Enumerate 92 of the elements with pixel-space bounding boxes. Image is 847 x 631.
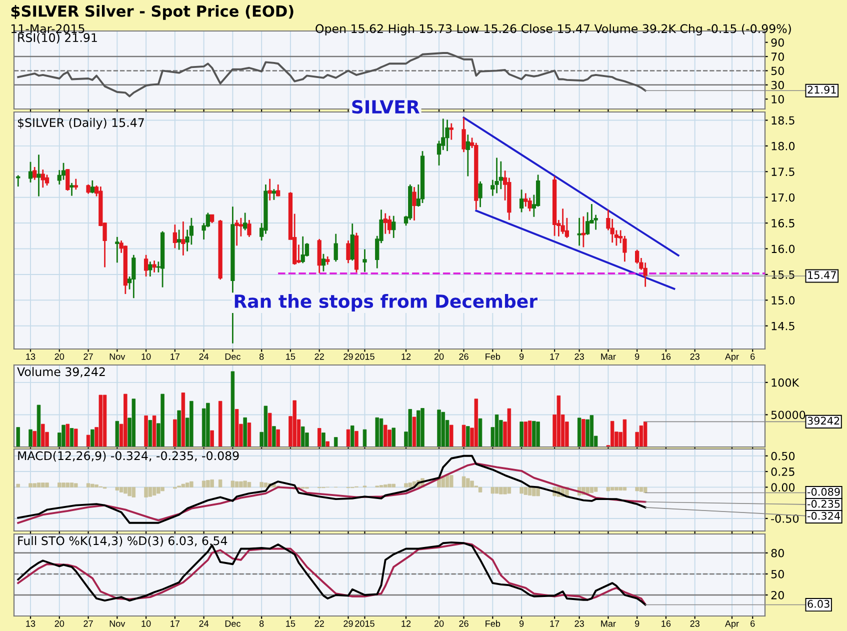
x-tick-label: 9: [634, 620, 640, 627]
y-tick-label: 70: [771, 52, 784, 61]
y-tick-label: 0.25: [771, 468, 794, 476]
y-tick-label: 18.0: [772, 142, 795, 150]
y-tick-label: 50: [771, 66, 784, 76]
y-tick-label: 15.0: [772, 296, 795, 305]
x-tick-label: 15: [286, 354, 296, 360]
annotation: 39242: [808, 416, 840, 425]
y-tick-label: 17.0: [772, 193, 795, 202]
y-tick-label: 15.5: [772, 270, 794, 279]
x-tick-label: 15: [286, 620, 296, 627]
chart-title: $SILVER (Daily) 15.47: [18, 118, 144, 130]
x-tick-label: 12: [402, 620, 411, 627]
x-tick-label: 20: [434, 620, 444, 627]
y-tick-label: 30: [771, 80, 784, 90]
y-tick-label: 18.5: [772, 116, 794, 125]
x-tick-label: Feb: [486, 353, 500, 360]
x-tick-label: 26: [459, 353, 468, 360]
x-tick-label: 26: [459, 620, 468, 627]
x-tick-label: 23: [690, 353, 700, 360]
x-tick-label: 20: [54, 620, 64, 627]
y-tick-label: 17.5: [772, 168, 794, 176]
annotation: 21.91: [808, 86, 836, 94]
annotation: 6.03: [808, 600, 830, 608]
annotation: SILVER: [352, 100, 420, 114]
y-tick-label: 80: [771, 548, 784, 558]
x-tick-label: 22: [314, 353, 324, 360]
x-tick-label: 27: [84, 353, 93, 360]
x-tick-label: 27: [84, 620, 93, 627]
x-tick-label: 17: [550, 354, 560, 360]
x-tick-label: 13: [26, 620, 36, 627]
y-tick-label: 16.5: [772, 219, 794, 228]
x-tick-label: 2015: [355, 353, 374, 360]
x-tick-label: 12: [402, 353, 411, 360]
chart-title: Volume 39,242: [17, 367, 105, 378]
x-tick-label: 17: [550, 620, 560, 627]
x-tick-label: 9: [519, 620, 524, 627]
x-tick-label: 29: [344, 353, 353, 360]
x-tick-label: 29: [344, 620, 353, 627]
y-tick-label: 90: [771, 38, 784, 47]
chart-title: Full STO %K(14,3) %D(3) 6.03, 6.54: [18, 536, 228, 547]
x-tick-label: 17: [170, 620, 180, 627]
x-tick-label: 17: [170, 354, 180, 360]
x-tick-label: 23: [574, 620, 584, 627]
x-tick-label: 16: [662, 620, 671, 627]
annotation: -0.324: [808, 512, 840, 520]
chart-title: MACD(12,26,9) -0.324, -0.235, -0.089: [18, 451, 239, 462]
x-tick-label: 10: [142, 620, 151, 627]
y-tick-label: 50000: [771, 410, 806, 420]
annotation: Open 15.62 High 15.73 Low 15.26 Close 15.47 Volume 39.2K Chg -0.15 (-0.99%): [316, 24, 791, 36]
x-tick-label: Nov: [110, 354, 126, 360]
x-tick-label: Feb: [486, 620, 500, 627]
x-tick-label: Nov: [110, 620, 126, 627]
text: $SILVER Silver - Spot Price (EOD): [11, 5, 294, 20]
x-tick-label: 24: [199, 353, 209, 360]
y-tick-label: 100K: [772, 378, 800, 387]
x-tick-label: 9: [634, 353, 640, 360]
x-tick-label: 16: [662, 353, 671, 360]
x-tick-label: Apr: [724, 354, 739, 362]
x-tick-label: 23: [574, 353, 584, 360]
y-tick-label: 50: [771, 570, 784, 578]
x-tick-label: 22: [314, 620, 324, 627]
x-tick-label: Apr: [724, 620, 739, 629]
annotation: 11-Mar-2015: [11, 24, 84, 34]
annotation: 15.47: [808, 271, 836, 280]
chart-title: RSI(10) 21.91: [18, 32, 97, 44]
x-tick-label: 2015: [355, 620, 374, 627]
y-tick-label: -0.50: [771, 514, 799, 523]
y-tick-label: 10: [772, 95, 784, 104]
x-tick-label: 20: [54, 353, 64, 360]
y-tick-label: 14.5: [772, 322, 794, 330]
y-tick-label: 0.50: [771, 452, 795, 460]
x-tick-label: 24: [199, 620, 209, 627]
x-tick-label: Mar: [601, 354, 616, 360]
x-tick-label: Dec: [225, 620, 240, 627]
x-tick-label: Dec: [225, 354, 240, 360]
x-tick-label: 8: [259, 620, 264, 627]
x-tick-label: 13: [26, 353, 36, 360]
y-tick-label: 0.00: [771, 483, 795, 492]
x-tick-label: 23: [690, 620, 700, 627]
y-tick-label: 20: [771, 590, 784, 600]
annotation: -0.089: [808, 488, 840, 496]
x-tick-label: 8: [259, 353, 264, 360]
annotation: Ran the stops from December: [234, 294, 538, 312]
x-tick-label: 6: [750, 353, 755, 360]
x-tick-label: 10: [142, 353, 151, 360]
y-tick-label: 16.0: [772, 244, 795, 254]
x-tick-label: 20: [434, 353, 444, 360]
x-tick-label: 6: [750, 620, 755, 627]
x-tick-label: Mar: [601, 620, 616, 627]
x-tick-label: 9: [519, 353, 524, 360]
annotation: -0.235: [808, 500, 840, 508]
